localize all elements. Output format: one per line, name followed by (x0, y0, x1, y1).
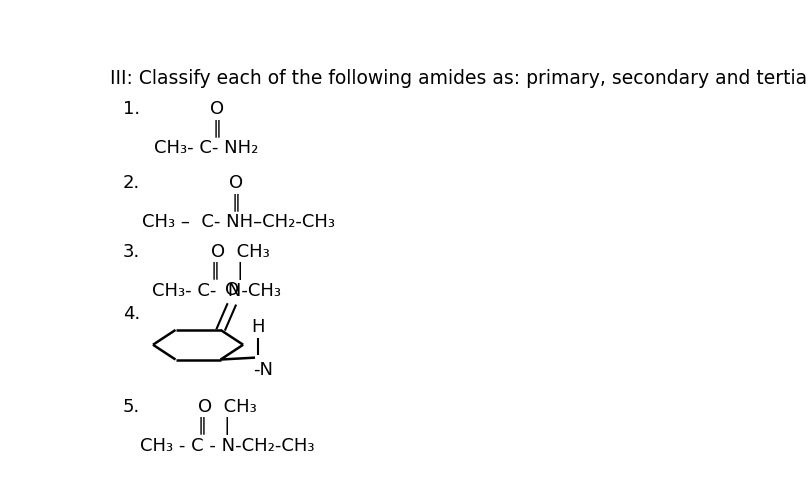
Text: 5.: 5. (123, 398, 140, 416)
Text: III: Classify each of the following amides as: primary, secondary and tertiary a: III: Classify each of the following amid… (111, 69, 808, 88)
Text: O: O (229, 174, 242, 192)
Text: CH₃- C- NH₂: CH₃- C- NH₂ (154, 139, 259, 157)
Text: O  CH₃: O CH₃ (211, 244, 269, 261)
Text: O: O (210, 100, 224, 118)
Text: CH₃- C-  N-CH₃: CH₃- C- N-CH₃ (153, 282, 281, 300)
Text: 2.: 2. (123, 174, 140, 192)
Text: CH₃ –  C- NH–CH₂-CH₃: CH₃ – C- NH–CH₂-CH₃ (141, 214, 335, 232)
Text: CH₃ - C - N-CH₂-CH₃: CH₃ - C - N-CH₂-CH₃ (141, 437, 315, 455)
Text: ∥   |: ∥ | (211, 262, 243, 280)
Text: O: O (225, 281, 239, 299)
Text: ∥   |: ∥ | (198, 417, 230, 435)
Text: O  CH₃: O CH₃ (198, 398, 257, 416)
Text: 1.: 1. (123, 100, 140, 118)
Text: 3.: 3. (123, 244, 140, 261)
Text: ∥: ∥ (213, 119, 221, 137)
Text: ∥: ∥ (231, 193, 240, 212)
Text: -N: -N (253, 361, 273, 379)
Text: 4.: 4. (123, 305, 140, 323)
Text: H: H (251, 318, 265, 336)
